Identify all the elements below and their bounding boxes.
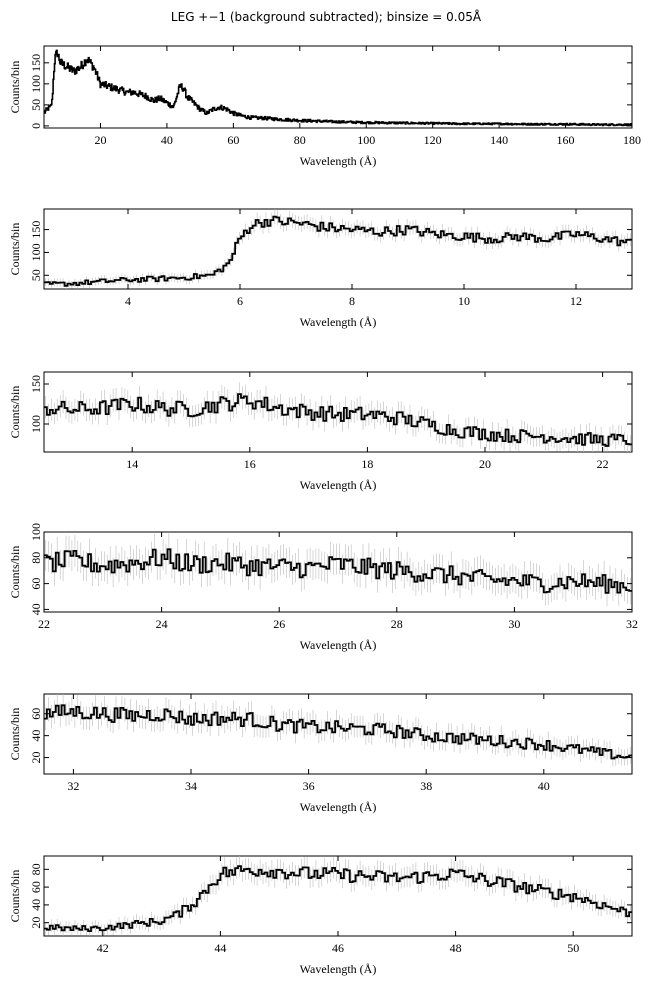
x-tick-label: 80 (294, 133, 306, 147)
plot-frame (43, 371, 633, 453)
x-tick-label: 46 (332, 941, 344, 955)
y-tick-label: 100 (29, 415, 43, 433)
x-tick-label: 42 (97, 941, 109, 955)
y-tick-label: 50 (29, 99, 43, 111)
x-tick-label: 48 (450, 941, 462, 955)
x-tick-label: 18 (361, 457, 373, 471)
x-axis-label: Wavelength (Å) (300, 154, 377, 168)
panel-2: 4 6 8 10 12 50 100 150 Wavelength (Å) Counts/bin (8, 208, 633, 329)
y-tick-label: 0 (29, 123, 43, 129)
x-tick-label: 60 (227, 133, 239, 147)
x-tick-label: 32 (626, 617, 638, 631)
y-tick-label: 20 (29, 752, 43, 764)
y-axis-label: Counts/bin (8, 386, 22, 439)
error-bars (45, 382, 631, 452)
y-axis-label: Counts/bin (8, 61, 22, 114)
plot-frame (43, 208, 633, 290)
x-tick-label: 22 (597, 457, 609, 471)
error-bars (45, 856, 631, 936)
spectrum-line (44, 393, 632, 447)
y-tick-label: 100 (29, 523, 43, 541)
x-tick-label: 140 (490, 133, 508, 147)
y-tick-label: 20 (29, 917, 43, 929)
error-bars (45, 209, 631, 289)
x-tick-label: 26 (273, 617, 285, 631)
x-tick-label: 8 (349, 294, 355, 308)
x-tick-label: 180 (623, 133, 641, 147)
plot-frame (43, 693, 633, 775)
y-tick-label: 80 (29, 863, 43, 875)
x-tick-label: 40 (161, 133, 173, 147)
y-tick-label: 80 (29, 552, 43, 564)
x-tick-label: 4 (125, 294, 131, 308)
x-tick-label: 50 (567, 941, 579, 955)
y-tick-label: 40 (29, 603, 43, 615)
x-tick-label: 100 (357, 133, 375, 147)
y-tick-label: 40 (29, 899, 43, 911)
y-tick-label: 50 (29, 269, 43, 281)
y-tick-label: 150 (29, 375, 43, 393)
error-bars (45, 694, 631, 767)
x-tick-label: 16 (244, 457, 256, 471)
y-tick-label: 150 (29, 54, 43, 72)
x-axis-label: Wavelength (Å) (300, 478, 377, 492)
x-tick-label: 30 (508, 617, 520, 631)
x-tick-label: 12 (570, 294, 582, 308)
plot-frame (43, 45, 633, 129)
y-tick-label: 150 (29, 221, 43, 239)
panel-1: 20 40 60 80 100 120 140 160 180 0 50 100 150 Waveleng… (8, 45, 641, 168)
y-tick-label: 100 (29, 75, 43, 93)
spectrum-line (44, 548, 632, 594)
plot-frame (43, 531, 633, 613)
panel-4: 22 24 26 28 30 32 40 60 80 100 Wavelength (Å) Count… (8, 523, 638, 652)
x-tick-label: 32 (67, 779, 79, 793)
spectrum-line (44, 704, 632, 760)
x-tick-label: 38 (420, 779, 432, 793)
y-axis-label: Counts/bin (8, 708, 22, 761)
x-axis-label: Wavelength (Å) (300, 962, 377, 976)
x-axis-label: Wavelength (Å) (300, 315, 377, 329)
x-tick-label: 22 (38, 617, 50, 631)
x-tick-label: 14 (126, 457, 138, 471)
error-bars (45, 533, 631, 607)
y-axis-label: Counts/bin (8, 870, 22, 923)
panel-3: 14 16 18 20 22 100 150 Wavelength (Å) Counts/bin (8, 371, 633, 492)
x-tick-label: 28 (391, 617, 403, 631)
x-tick-label: 20 (94, 133, 106, 147)
spectrum-line (44, 865, 632, 932)
x-axis-label: Wavelength (Å) (300, 800, 377, 814)
spectrum-line (44, 215, 632, 287)
x-tick-label: 44 (214, 941, 226, 955)
x-tick-label: 40 (538, 779, 550, 793)
x-tick-label: 24 (156, 617, 168, 631)
x-tick-label: 36 (303, 779, 315, 793)
panel-5: 32 34 36 38 40 20 40 60 Wavelength (Å) Counts/bin (8, 693, 633, 814)
y-tick-label: 60 (29, 708, 43, 720)
x-axis-label: Wavelength (Å) (300, 638, 377, 652)
y-axis-label: Counts/bin (8, 223, 22, 276)
x-tick-label: 120 (424, 133, 442, 147)
y-tick-label: 60 (29, 881, 43, 893)
y-tick-label: 100 (29, 243, 43, 261)
spectrum-line (43, 49, 633, 127)
y-axis-label: Counts/bin (8, 546, 22, 599)
figure-title: LEG +−1 (background subtracted); binsize… (170, 10, 482, 24)
y-tick-label: 40 (29, 730, 43, 742)
x-tick-label: 6 (237, 294, 243, 308)
panel-6: 42 44 46 48 50 20 40 60 80 Wavelength (Å) Counts/b… (8, 855, 633, 976)
x-tick-label: 10 (458, 294, 470, 308)
x-tick-label: 34 (185, 779, 197, 793)
y-tick-label: 60 (29, 578, 43, 590)
x-tick-label: 20 (479, 457, 491, 471)
x-tick-label: 160 (557, 133, 575, 147)
